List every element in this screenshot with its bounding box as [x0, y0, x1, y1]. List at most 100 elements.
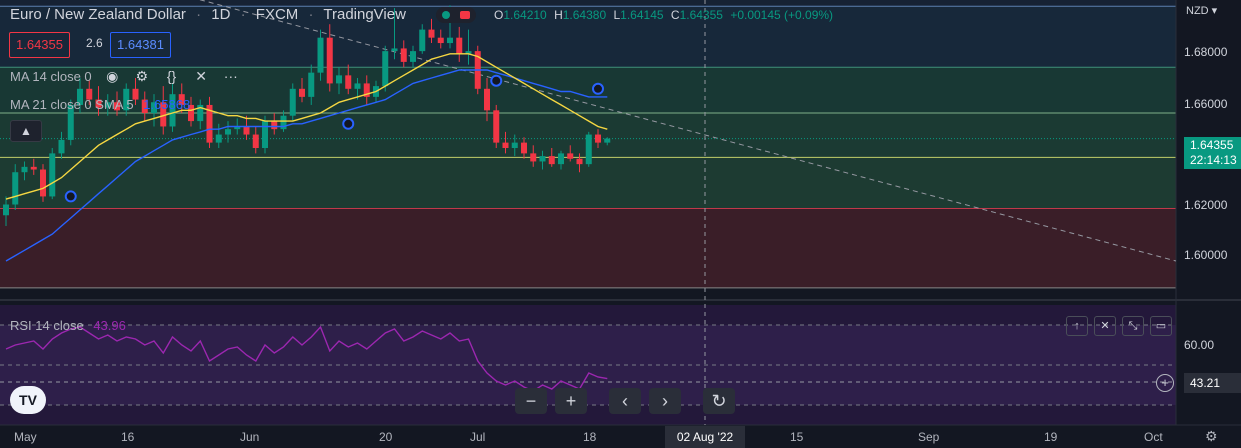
candle-body: [234, 126, 241, 130]
time-label-15: 15: [790, 430, 804, 444]
candle-body: [95, 99, 102, 108]
candle-body: [77, 88, 83, 105]
settings-gear-icon[interactable]: ⚙: [1205, 428, 1218, 444]
symbol-header[interactable]: Euro / New Zealand Dollar · 1D · FXCM · …: [10, 6, 406, 23]
move-pane-up-icon[interactable]: ↑: [1066, 316, 1088, 336]
candle-body: [437, 37, 444, 44]
time-label-may: May: [14, 430, 37, 444]
sell-button[interactable]: 1.64355: [9, 32, 70, 58]
time-label-sep: Sep: [918, 430, 940, 444]
candle-body: [585, 134, 592, 165]
rsi-legend[interactable]: RSI 14 close 43.96: [10, 318, 126, 333]
candle-body: [197, 104, 204, 122]
candle-body: [252, 134, 259, 148]
bar-countdown: 22:14:13: [1190, 153, 1237, 167]
candle-body: [576, 158, 583, 165]
candle-body: [567, 153, 574, 159]
candle-body: [206, 104, 213, 143]
candle-body: [382, 51, 389, 87]
open-label: O: [494, 8, 504, 22]
candle-body: [169, 94, 176, 127]
rsi-axis-label: 60.00: [1184, 338, 1215, 352]
ma21-legend[interactable]: MA 21 close 0 SMA 5 1.65868: [10, 97, 190, 112]
candle-body: [243, 126, 250, 135]
alert-icon: [460, 11, 470, 19]
high-value: 1.64380: [562, 8, 607, 22]
candle-body: [345, 75, 352, 89]
collapse-legend-button[interactable]: ▲: [10, 120, 42, 142]
maximize-pane-icon[interactable]: ▭: [1150, 316, 1172, 336]
candle-body: [530, 153, 537, 162]
symbol-title: Euro / New Zealand Dollar: [10, 6, 186, 23]
candle-body: [410, 51, 416, 62]
chevron-down-icon: ▾: [1211, 5, 1218, 17]
close-value: 1.64355: [679, 8, 723, 22]
collapse-pane-icon[interactable]: ⤡: [1122, 316, 1144, 336]
candle-body: [49, 153, 56, 197]
current-price: 1.64355: [1190, 138, 1234, 152]
candle-body: [484, 88, 490, 111]
price-zone: [0, 67, 1176, 114]
price-label-5: 1.60000: [1184, 248, 1228, 262]
candle-body: [280, 115, 287, 130]
more-icon[interactable]: ···: [223, 68, 238, 84]
rsi-current-tag: 43.21: [1184, 373, 1241, 393]
price-label-1: 1.68000: [1184, 45, 1228, 59]
candle-body: [511, 142, 518, 148]
candle-body: [428, 29, 435, 38]
candle-body: [354, 83, 361, 89]
ma-cross-marker: [490, 74, 503, 87]
candle-body: [308, 72, 315, 97]
scroll-left-button[interactable]: ‹: [609, 388, 641, 414]
candle-body: [40, 169, 46, 197]
change-value: +0.00145 (+0.09%): [730, 8, 834, 22]
time-label-20: 20: [379, 430, 393, 444]
ma14-line: [5, 53, 608, 200]
add-plus-icon[interactable]: +: [1156, 374, 1174, 392]
candle-body: [548, 156, 555, 165]
market-status-toggle[interactable]: [436, 7, 476, 23]
eye-icon[interactable]: ◉: [106, 68, 119, 84]
close-icon[interactable]: ✕: [195, 68, 208, 84]
candle-body: [271, 121, 278, 130]
candle-body: [132, 88, 139, 100]
source-code-icon[interactable]: {}: [166, 68, 177, 84]
ohlc-values: O1.64210 H1.64380 L1.64145 C1.64355 +0.0…: [494, 8, 833, 22]
candle-body: [456, 37, 463, 54]
crosshair-date-label: 02 Aug '22: [665, 426, 745, 448]
close-label: C: [670, 8, 680, 22]
price-zone: [0, 6, 1176, 68]
candle-body: [225, 129, 231, 135]
gear-icon[interactable]: ⚙: [135, 68, 149, 84]
scroll-right-button[interactable]: ›: [649, 388, 681, 414]
candle-body: [317, 37, 324, 73]
tradingview-logo[interactable]: TV: [10, 386, 46, 414]
rsi-line: [5, 325, 608, 392]
time-label-jun: Jun: [240, 430, 260, 444]
buy-button[interactable]: 1.64381: [110, 32, 171, 58]
candle-body: [123, 88, 130, 111]
candle-body: [114, 102, 120, 111]
candle-body: [160, 102, 167, 127]
candle-body: [336, 75, 342, 84]
market-open-icon: [442, 11, 450, 19]
rsi-value: 43.96: [93, 318, 126, 333]
candle-body: [30, 166, 37, 170]
candle-body: [521, 142, 527, 154]
candle-body: [465, 51, 472, 54]
open-value: 1.64210: [503, 8, 547, 22]
ma21-line: [5, 69, 608, 262]
ma14-legend[interactable]: MA 14 close 0 ◉ ⚙ {} ✕ ···: [10, 68, 240, 85]
candle-body: [3, 204, 9, 216]
zoom-in-button[interactable]: +: [555, 388, 587, 414]
zone-top: [0, 0, 1176, 7]
zoom-out-button[interactable]: −: [515, 388, 547, 414]
candle-body: [289, 88, 296, 116]
currency-selector[interactable]: NZD ▾: [1186, 4, 1217, 17]
candle-body: [104, 102, 111, 108]
close-pane-icon[interactable]: ✕: [1094, 316, 1116, 336]
reset-chart-button[interactable]: ↻: [703, 388, 735, 414]
price-label-4: 1.62000: [1184, 198, 1228, 212]
price-label-2: 1.66000: [1184, 97, 1228, 111]
